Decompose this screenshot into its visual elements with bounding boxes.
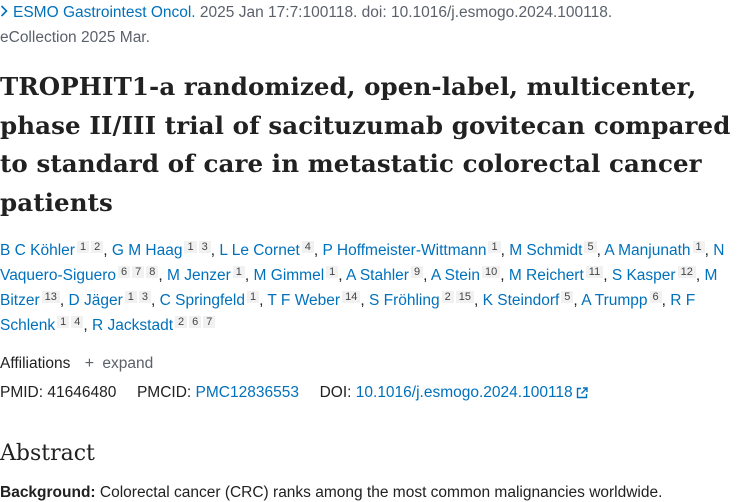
affiliation-number[interactable]: 14 (342, 291, 361, 303)
author-item: S Kasper 12, (611, 266, 705, 284)
affiliation-number[interactable]: 1 (488, 241, 501, 253)
affiliation-number[interactable]: 4 (71, 316, 84, 328)
affiliation-number[interactable]: 13 (41, 291, 60, 303)
author-link[interactable]: K Steindorf (482, 292, 560, 309)
affiliation-number[interactable]: 15 (455, 291, 474, 303)
affiliation-number[interactable]: 1 (326, 266, 339, 278)
pmid-value: 41646480 (47, 384, 117, 401)
author-link[interactable]: T F Weber (267, 292, 341, 309)
author-link[interactable]: M Jenzer (167, 267, 231, 284)
background-text: Colorectal cancer (CRC) ranks among the … (95, 484, 663, 501)
author-item: L Le Cornet 4, (219, 241, 323, 259)
abstract-background: Background: Colorectal cancer (CRC) rank… (0, 484, 662, 502)
author-link[interactable]: A Stein (430, 267, 480, 284)
author-list: B C Köhler 1 2, G M Haag 1 3, L Le Cornet 4, … (0, 238, 748, 338)
author-link[interactable]: B C Köhler (0, 242, 75, 259)
affiliation-number[interactable]: 7 (132, 266, 145, 278)
author-link[interactable]: N Vaquero-Siguero (0, 242, 725, 284)
citation-line: ESMO Gastrointest Oncol. 2025 Jan 17:7:1… (0, 4, 612, 22)
author-item: A Trumpp 6, (581, 291, 671, 309)
author-item: M Reichert 11, (508, 266, 612, 284)
affiliation-number[interactable]: 1 (184, 241, 197, 253)
author-link[interactable]: M Gimmel (253, 267, 325, 284)
affiliation-number[interactable]: 6 (118, 266, 131, 278)
author-item: M Schmidt 5, (509, 241, 605, 259)
abstract-heading: Abstract (0, 441, 95, 466)
author-link[interactable]: A Stahler (346, 267, 409, 284)
affiliation-number[interactable]: 2 (91, 241, 104, 253)
identifiers-row: PMID: 41646480 PMCID: PMC12836553 DOI: 1… (0, 384, 588, 404)
affiliation-number[interactable]: 1 (692, 241, 705, 253)
affiliation-number[interactable]: 4 (301, 241, 314, 253)
affiliation-number[interactable]: 3 (198, 241, 211, 253)
article-title: TROPHIT1-a randomized, open-label, multi… (0, 72, 731, 217)
pmcid-link[interactable]: PMC12836553 (195, 384, 299, 401)
author-link[interactable]: R Jackstadt (92, 317, 174, 334)
pmid-label: PMID: (0, 384, 44, 401)
affiliation-number[interactable]: 1 (246, 291, 260, 303)
background-label: Background: (0, 484, 96, 501)
affiliation-number[interactable]: 2 (441, 291, 454, 303)
affiliation-number[interactable]: 6 (189, 316, 202, 328)
affiliation-number[interactable]: 5 (584, 241, 597, 253)
author-item: P Hoffmeister-Wittmann 1, (322, 241, 510, 259)
affiliation-number[interactable]: 1 (76, 241, 90, 253)
author-link[interactable]: M Schmidt (509, 242, 583, 259)
author-link[interactable]: S Kasper (611, 267, 676, 284)
author-item: M Gimmel 1, (253, 266, 347, 284)
author-item: N Vaquero-Siguero 6 7 8, (0, 242, 725, 284)
affiliation-number[interactable]: 10 (481, 266, 501, 278)
affiliations-row: Affiliations + expand (0, 355, 153, 373)
affiliation-number[interactable]: 3 (138, 291, 152, 303)
author-item: T F Weber 14, (267, 291, 369, 309)
affiliations-label: Affiliations (0, 355, 71, 372)
affiliation-number[interactable]: 1 (57, 316, 70, 328)
chevron-right-icon (0, 4, 9, 22)
affiliation-number[interactable]: 11 (585, 266, 604, 278)
author-link[interactable]: D Jäger (68, 292, 123, 309)
author-item: S Fröhling 2 15, (368, 291, 483, 309)
doi-link[interactable]: 10.1016/j.esmogo.2024.100118 (355, 384, 573, 401)
doi-label: DOI: (319, 384, 352, 401)
affiliation-number[interactable]: 5 (561, 291, 574, 303)
affiliation-number[interactable]: 1 (124, 291, 137, 303)
affiliation-number[interactable]: 1 (232, 266, 245, 278)
author-item: C Springfeld 1, (159, 291, 268, 309)
plus-icon[interactable]: + (84, 355, 95, 372)
affiliation-number[interactable]: 6 (649, 291, 662, 303)
affiliation-number[interactable]: 12 (677, 266, 696, 278)
author-item: G M Haag 1 3, (111, 241, 220, 259)
affiliation-number[interactable]: 2 (175, 316, 188, 328)
ecollection-text: eCollection 2025 Mar. (0, 29, 150, 46)
author-link[interactable]: C Springfeld (159, 292, 245, 309)
author-item: M Jenzer 1, (167, 266, 254, 284)
pmcid-label: PMCID: (136, 384, 192, 401)
author-item: R Jackstadt 2 6 7 (92, 316, 216, 334)
author-link[interactable]: L Le Cornet (219, 242, 300, 259)
author-link[interactable]: G M Haag (111, 242, 183, 259)
journal-link[interactable]: ESMO Gastrointest Oncol. (13, 4, 196, 21)
author-item: K Steindorf 5, (482, 291, 582, 309)
affiliation-number[interactable]: 9 (410, 266, 424, 278)
author-item: A Stahler 9, (346, 266, 431, 284)
author-item: B C Köhler 1 2, (0, 241, 112, 259)
author-item: R F Schlenk 1 4, (0, 292, 696, 334)
affiliation-number[interactable]: 8 (146, 266, 159, 278)
author-link[interactable]: M Reichert (508, 267, 584, 284)
author-item: D Jäger 1 3, (68, 291, 160, 309)
author-link[interactable]: P Hoffmeister-Wittmann (322, 242, 487, 259)
citation-details: 2025 Jan 17:7:100118. doi: 10.1016/j.esm… (195, 4, 613, 21)
author-link[interactable]: M Bitzer (0, 267, 718, 309)
author-item: A Manjunath 1, (604, 241, 714, 259)
author-link[interactable]: A Trumpp (581, 292, 648, 309)
expand-button[interactable]: expand (102, 355, 154, 372)
author-item: A Stein 10, (430, 266, 509, 284)
author-link[interactable]: R F Schlenk (0, 292, 696, 334)
affiliation-number[interactable]: 7 (203, 316, 216, 328)
external-link-icon[interactable] (576, 386, 588, 404)
author-link[interactable]: S Fröhling (368, 292, 440, 309)
author-item: M Bitzer 13, (0, 267, 718, 309)
author-link[interactable]: A Manjunath (604, 242, 691, 259)
